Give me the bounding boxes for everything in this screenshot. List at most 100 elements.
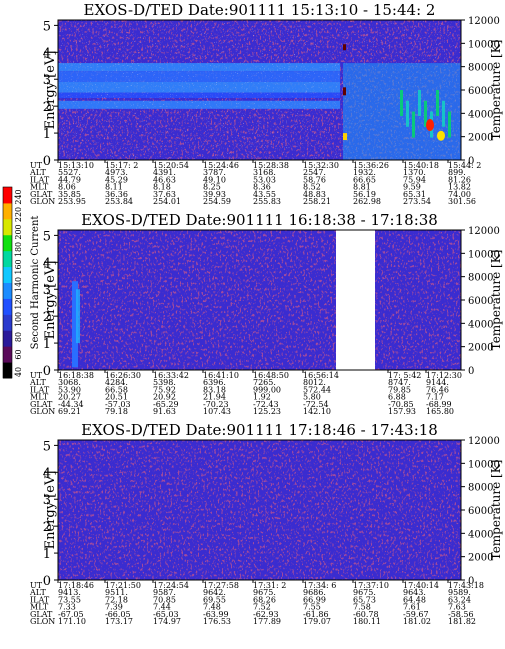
orbit-cell: 15:28:38 xyxy=(253,161,289,170)
orbit-cell: 1370. xyxy=(403,168,426,177)
orbit-row-label: MLT xyxy=(30,603,49,612)
orbit-cell: 107.43 xyxy=(203,407,231,416)
y2-tick-label: 12000 xyxy=(468,436,500,447)
orbit-cell: 17:24:54 xyxy=(153,581,189,590)
orbit-cell: 75.94 xyxy=(403,175,426,184)
y-axis-label: Energy [eV] xyxy=(43,261,58,340)
orbit-cell: -57.03 xyxy=(105,400,131,409)
orbit-cell: 79.18 xyxy=(105,407,128,416)
orbit-cell: 8747. xyxy=(388,378,411,387)
orbit-cell: 8.11 xyxy=(105,183,123,192)
orbit-cell: 7.52 xyxy=(253,603,271,612)
orbit-row-label: ALT xyxy=(29,588,46,597)
hot-spot xyxy=(426,119,434,131)
y2-tick-label: 12000 xyxy=(468,16,500,27)
y2-tick-label: 8000 xyxy=(468,273,493,284)
y2-tick-label: 4000 xyxy=(468,109,493,120)
y-tick-label: 0 xyxy=(43,574,51,589)
orbit-cell: 36.36 xyxy=(105,190,128,199)
active-streak xyxy=(418,90,421,116)
orbit-cell: 9686. xyxy=(303,588,326,597)
orbit-row-label: ILAT xyxy=(30,595,50,604)
colorbar-frame xyxy=(2,186,13,379)
orbit-table: UTALTILATMLTGLATGLON16:18:383068.53.9020… xyxy=(29,371,462,416)
orbit-cell: 20.27 xyxy=(58,393,81,402)
orbit-cell: 7265. xyxy=(253,378,276,387)
orbit-cell: 6396. xyxy=(203,378,226,387)
active-streak xyxy=(436,90,439,116)
orbit-cell: 66.99 xyxy=(303,595,326,604)
colorbar-segment xyxy=(3,266,12,283)
orbit-table: UTALTILATMLTGLATGLON17:18:469413.73.557.… xyxy=(29,581,484,626)
hot-spot xyxy=(343,87,346,96)
orbit-row-label: GLON xyxy=(30,197,55,206)
data-gap xyxy=(336,229,375,371)
spectrogram-panel-3: EXOS-D/TED Date:901111 17:18:46 - 17:43:… xyxy=(29,421,503,626)
colorbar-tick-label: 60 xyxy=(14,349,23,359)
orbit-cell: 8.25 xyxy=(203,183,221,192)
orbit-cell: 39.93 xyxy=(203,190,226,199)
orbit-cell: 9.59 xyxy=(403,183,421,192)
orbit-cell: 899. xyxy=(448,168,466,177)
orbit-cell: 74.00 xyxy=(448,190,471,199)
heatmap-noise xyxy=(58,440,461,580)
orbit-row-label: UT xyxy=(30,161,43,170)
active-streak xyxy=(406,100,409,127)
orbit-cell: 9675. xyxy=(253,588,276,597)
orbit-cell: 8.18 xyxy=(153,183,171,192)
orbit-cell: 53.90 xyxy=(58,385,81,394)
orbit-cell: 7.44 xyxy=(153,603,171,612)
orbit-cell: 9144. xyxy=(426,378,449,387)
orbit-cell: 125.23 xyxy=(253,407,281,416)
orbit-cell: 3168. xyxy=(253,168,276,177)
y2-axis-label: Temperature [K] xyxy=(489,460,503,561)
orbit-cell: 76.46 xyxy=(426,385,449,394)
y2-tick-label: 6000 xyxy=(468,86,493,97)
orbit-cell: 66.58 xyxy=(105,385,128,394)
orbit-row-label: MLT xyxy=(30,183,49,192)
colorbar-tick-label: 100 xyxy=(14,312,23,327)
heatmap-noise xyxy=(58,230,461,370)
orbit-cell: -58.56 xyxy=(448,610,474,619)
orbit-cell: 69.21 xyxy=(58,407,81,416)
spectrogram-panel-2: EXOS-D/TED Date:901111 16:18:38 - 17:18:… xyxy=(29,211,503,416)
orbit-row-label: GLAT xyxy=(30,400,53,409)
colorbar-segment xyxy=(3,202,12,220)
colorbar-segment xyxy=(3,234,12,252)
y-tick-label: 5 xyxy=(43,19,51,34)
orbit-cell: 69.55 xyxy=(203,595,226,604)
hot-spot xyxy=(343,133,347,141)
orbit-cell: 44.79 xyxy=(58,175,81,184)
orbit-cell: 64.48 xyxy=(403,595,426,604)
orbit-row-label: GLAT xyxy=(30,610,53,619)
orbit-cell: 45.29 xyxy=(105,175,128,184)
y2-axis-label: Temperature [K] xyxy=(489,250,503,351)
orbit-cell: 48.83 xyxy=(303,190,326,199)
orbit-cell: 8.52 xyxy=(303,183,321,192)
y2-tick-label: 6000 xyxy=(468,506,493,517)
y-tick-label: 4 xyxy=(43,256,51,271)
orbit-cell: 49.10 xyxy=(203,175,226,184)
y-axis-label: Energy [eV] xyxy=(43,51,58,130)
orbit-cell: 17: 5:42 xyxy=(388,371,421,380)
orbit-cell: 9511. xyxy=(105,588,128,597)
orbit-cell: 1932. xyxy=(353,168,376,177)
orbit-cell: 16:41:10 xyxy=(203,371,239,380)
orbit-cell: -72.54 xyxy=(303,400,329,409)
y-tick-label: 1 xyxy=(43,337,51,352)
y2-tick-label: 4000 xyxy=(468,529,493,540)
orbit-cell: 66.65 xyxy=(353,175,376,184)
orbit-cell: 157.93 xyxy=(388,407,416,416)
orbit-cell: 75.92 xyxy=(153,385,176,394)
spectrogram-panel-1: EXOS-D/TED Date:901111 15:13:10 - 15:44:… xyxy=(29,1,503,206)
y-tick-label: 3 xyxy=(43,73,51,88)
orbit-row-label: ALT xyxy=(29,378,46,387)
active-streak xyxy=(412,111,415,138)
low-energy-streak xyxy=(76,289,80,344)
orbit-cell: -65.29 xyxy=(153,400,179,409)
orbit-cell: 181.02 xyxy=(403,617,431,626)
y2-tick-label: 2000 xyxy=(468,343,493,354)
orbit-row-label: UT xyxy=(30,581,43,590)
y-tick-label: 4 xyxy=(43,46,51,61)
orbit-row-label: ILAT xyxy=(30,385,50,394)
